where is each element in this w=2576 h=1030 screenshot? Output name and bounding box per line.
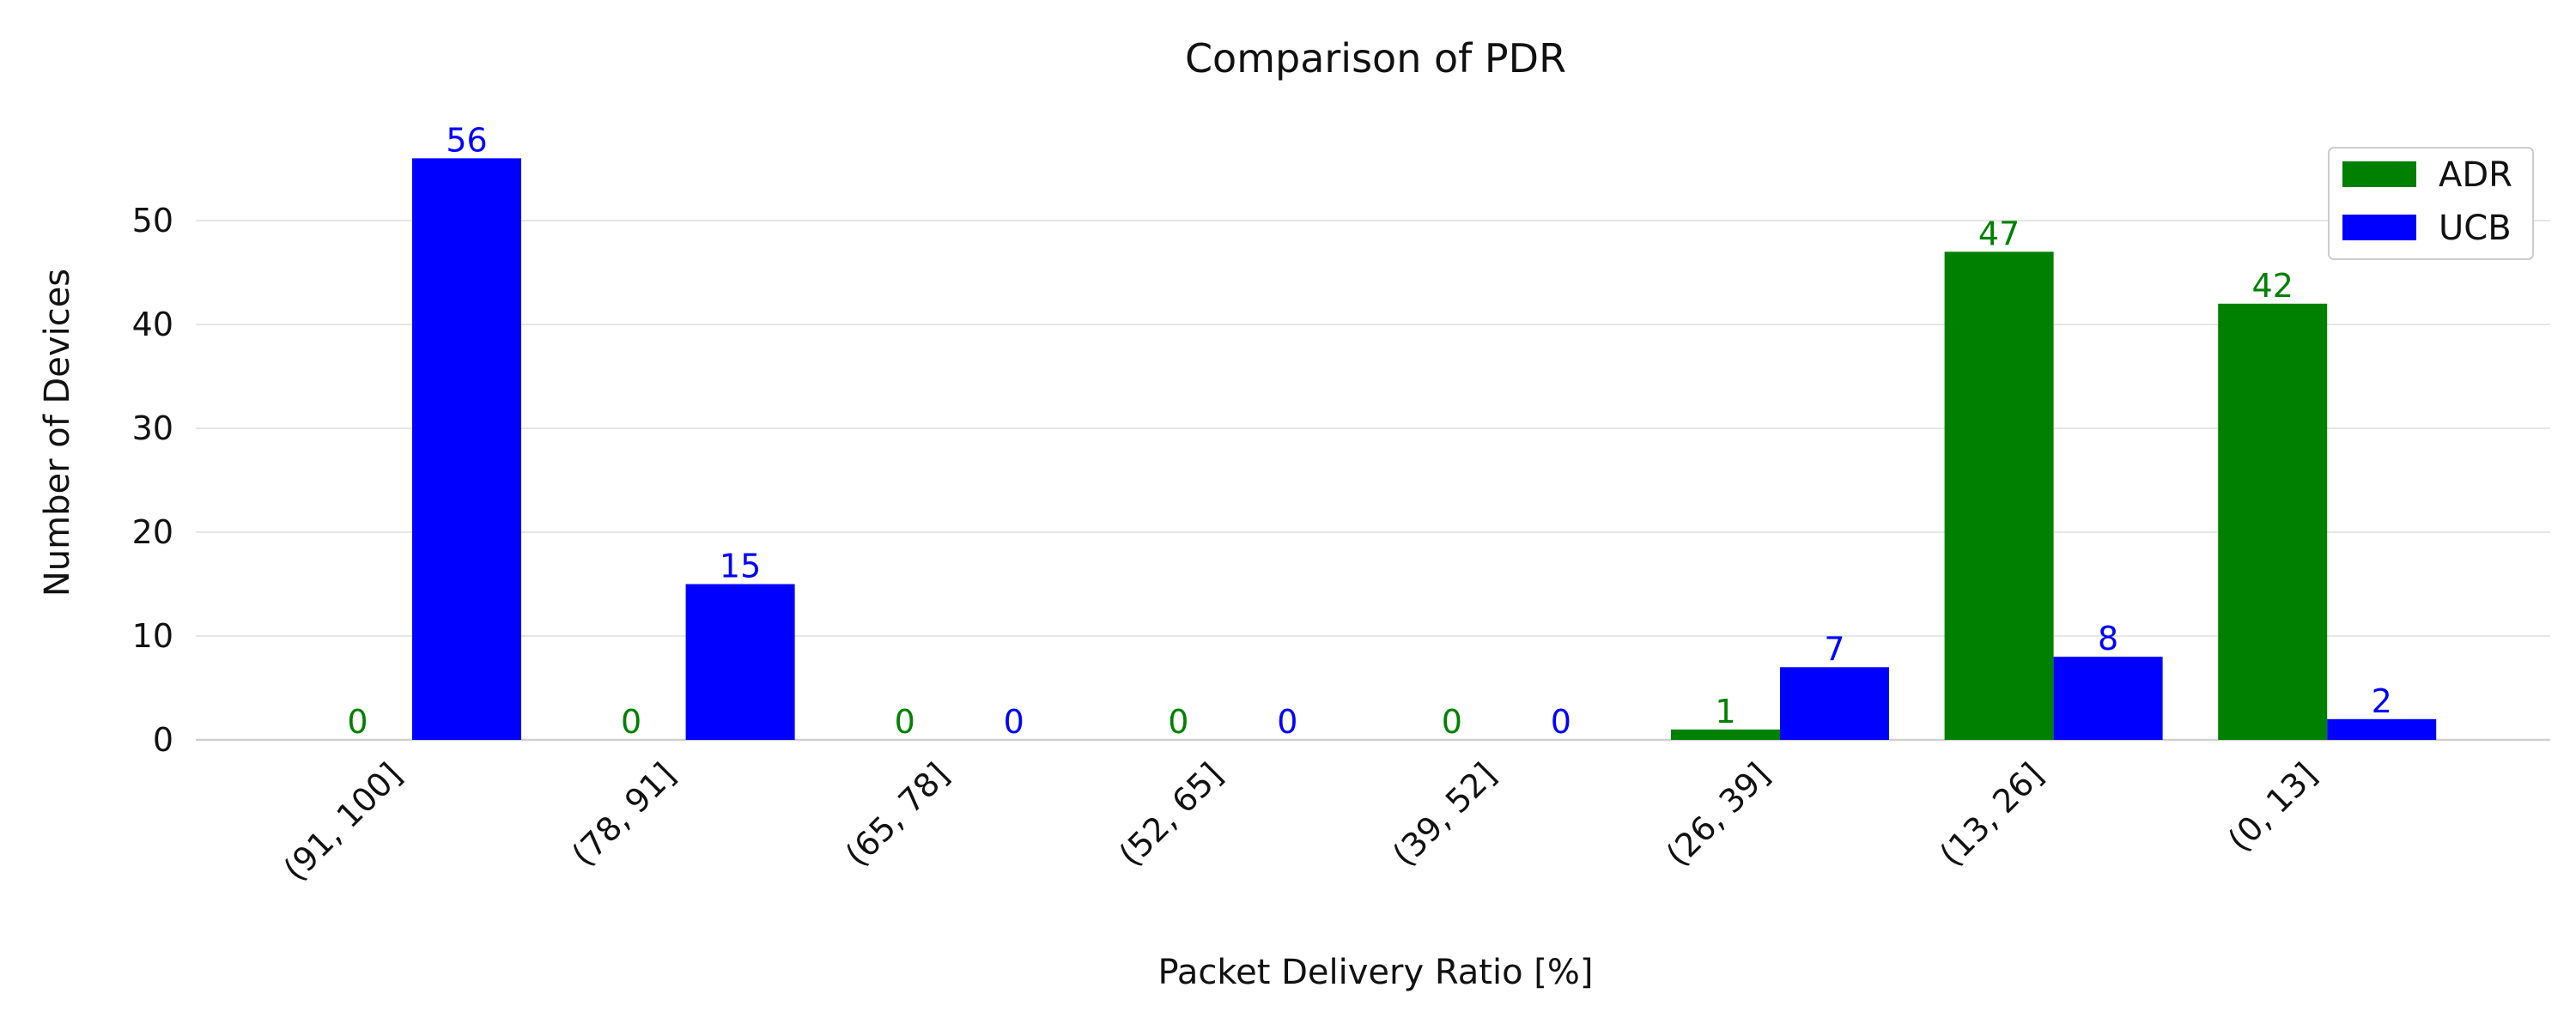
data-label-adr: 42: [2252, 267, 2293, 305]
bar-ucb: [412, 158, 521, 740]
x-tick-label: (78, 91]: [564, 755, 683, 874]
y-tick-label: 10: [132, 617, 173, 655]
x-tick-label: (52, 65]: [1112, 755, 1230, 874]
x-tick-label: (26, 39]: [1659, 755, 1777, 874]
data-labels-group: 0 56 0 15 0 0 0 0 0 0 1 7 47 8 42 2: [347, 121, 2391, 741]
legend-swatch-ucb: [2342, 215, 2416, 240]
legend-label-adr: ADR: [2439, 155, 2512, 195]
data-label-adr: 0: [1168, 703, 1188, 741]
data-label-ucb: 56: [446, 121, 487, 159]
bar-ucb: [1780, 667, 1889, 740]
data-label-ucb: 0: [1551, 703, 1571, 741]
y-tick-label: 50: [132, 202, 173, 239]
y-tick-label: 40: [132, 306, 173, 343]
data-label-ucb: 7: [1824, 630, 1844, 668]
data-label-ucb: 15: [720, 548, 761, 585]
legend-label-ucb: UCB: [2439, 209, 2512, 248]
data-label-adr: 0: [895, 703, 915, 741]
y-tick-label: 20: [132, 513, 173, 551]
bar-ucb: [2327, 718, 2437, 740]
bar-adr: [1671, 729, 1780, 740]
x-tick-label: (13, 26]: [1932, 755, 2050, 874]
y-axis-label: Number of Devices: [38, 269, 77, 597]
y-tick-label: 0: [153, 721, 173, 759]
grid-lines: [196, 220, 2550, 742]
x-tick-label: (39, 52]: [1385, 755, 1504, 874]
bar-adr: [1944, 251, 2054, 740]
x-tick-label: (65, 78]: [838, 755, 957, 874]
bar-adr: [2218, 303, 2328, 740]
x-axis-label: Packet Delivery Ratio [%]: [1158, 953, 1594, 992]
bar-ucb: [2053, 657, 2163, 740]
chart-title: Comparison of PDR: [1185, 35, 1566, 82]
bars-group: [412, 158, 2437, 740]
legend: ADR UCB: [2328, 147, 2534, 260]
data-label-adr: 47: [1978, 215, 2020, 252]
data-label-adr: 0: [1442, 703, 1462, 741]
data-label-adr: 0: [621, 703, 641, 741]
data-label-ucb: 2: [2372, 682, 2392, 720]
x-tick-label: (91, 100]: [276, 755, 410, 888]
data-label-ucb: 0: [1004, 703, 1024, 741]
y-tick-label: 30: [132, 409, 173, 447]
data-label-ucb: 0: [1277, 703, 1297, 741]
data-label-adr: 1: [1715, 693, 1735, 730]
bar-ucb: [685, 584, 795, 740]
data-label-ucb: 8: [2098, 620, 2118, 657]
legend-swatch-adr: [2342, 161, 2416, 187]
data-label-adr: 0: [347, 703, 368, 741]
x-tick-label: (0, 13]: [2221, 755, 2324, 858]
